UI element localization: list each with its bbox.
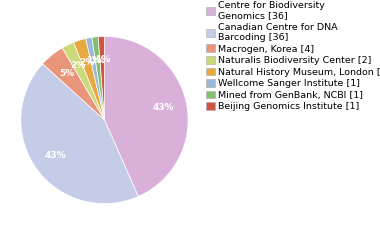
Wedge shape [43, 48, 105, 120]
Text: 43%: 43% [153, 103, 174, 112]
Wedge shape [62, 42, 104, 120]
Text: 1%: 1% [86, 56, 101, 65]
Text: 2%: 2% [79, 58, 94, 67]
Wedge shape [105, 36, 188, 197]
Text: 5%: 5% [59, 69, 74, 78]
Wedge shape [21, 64, 138, 204]
Wedge shape [74, 39, 104, 120]
Wedge shape [86, 37, 104, 120]
Text: 1%: 1% [90, 56, 105, 65]
Text: 1%: 1% [95, 55, 110, 64]
Wedge shape [98, 36, 105, 120]
Legend: Centre for Biodiversity
Genomics [36], Canadian Centre for DNA
Barcoding [36], M: Centre for Biodiversity Genomics [36], C… [205, 0, 380, 112]
Wedge shape [92, 37, 104, 120]
Text: 2%: 2% [70, 61, 86, 70]
Text: 43%: 43% [45, 151, 66, 160]
